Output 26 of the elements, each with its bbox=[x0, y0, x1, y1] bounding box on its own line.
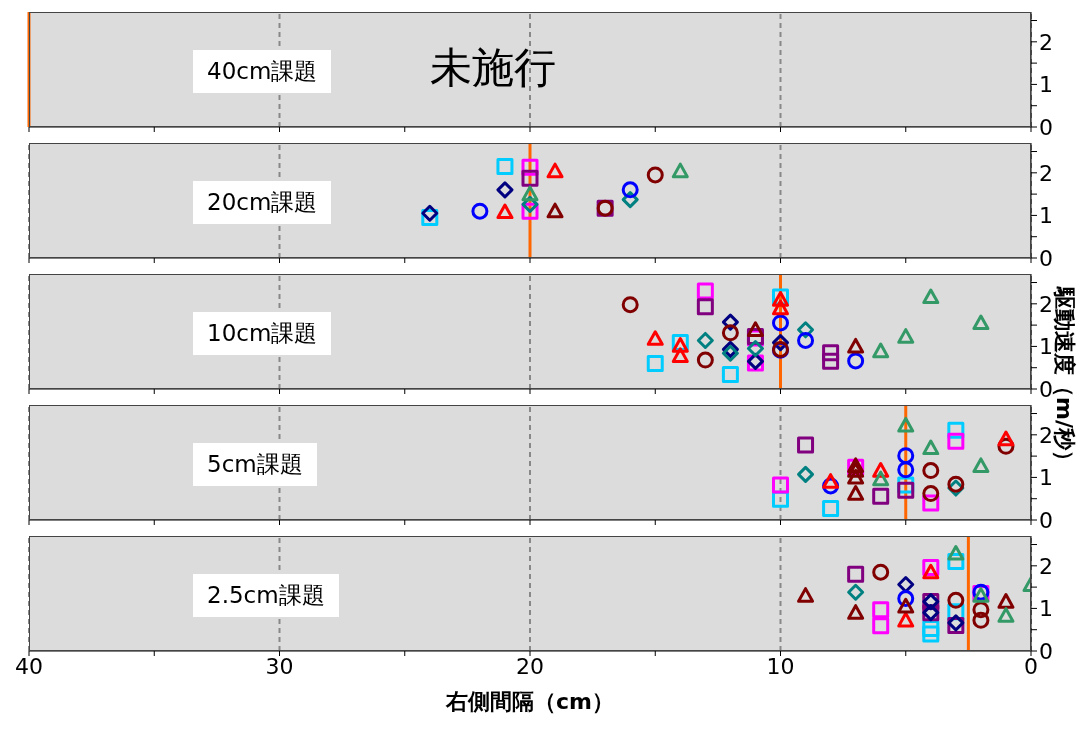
annotation: 10cm課題 bbox=[193, 311, 332, 355]
annotation: 20cm課題 bbox=[193, 180, 332, 224]
y-tick-label: 0 bbox=[1039, 245, 1053, 271]
x-tick-label: 40 bbox=[15, 653, 43, 679]
y-tick-label: 1 bbox=[1039, 334, 1053, 360]
x-tick-label: 20 bbox=[516, 653, 544, 679]
y-tick-label: 2 bbox=[1039, 553, 1053, 579]
y-tick-label: 1 bbox=[1039, 465, 1053, 491]
annotation: 2.5cm課題 bbox=[193, 573, 339, 617]
annotation: 未施行 bbox=[430, 41, 556, 94]
y-tick-label: 0 bbox=[1039, 114, 1053, 140]
y-tick-label: 0 bbox=[1039, 376, 1053, 402]
x-tick-label: 30 bbox=[265, 653, 294, 679]
x-tick-label: 10 bbox=[766, 653, 795, 679]
annotation: 40cm課題 bbox=[193, 49, 332, 93]
x-axis-title: 右側間隔（cm） bbox=[445, 689, 614, 714]
y-tick-label: 0 bbox=[1039, 507, 1053, 533]
y-tick-label: 2 bbox=[1039, 160, 1053, 186]
annotation: 5cm課題 bbox=[193, 442, 317, 486]
y-tick-label: 1 bbox=[1039, 203, 1053, 229]
y-tick-label: 1 bbox=[1039, 596, 1053, 622]
y-axis-title: 駆動速度（m/秒） bbox=[1052, 286, 1078, 472]
y-tick-label: 2 bbox=[1039, 291, 1053, 317]
y-tick-label: 2 bbox=[1039, 422, 1053, 448]
y-tick-label: 1 bbox=[1039, 72, 1053, 98]
y-tick-label: 2 bbox=[1039, 29, 1053, 55]
